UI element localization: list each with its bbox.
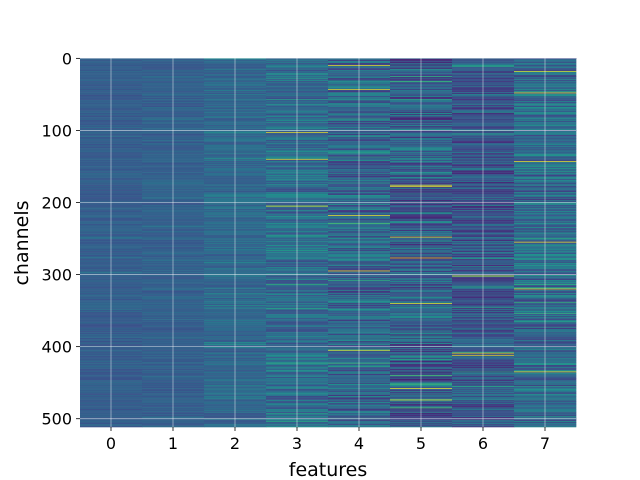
y-axis-label: channels [11, 200, 33, 285]
x-tick-label: 2 [230, 434, 240, 453]
grid-lines [80, 57, 576, 427]
y-tick-label: 300 [41, 266, 72, 285]
heatmap-cells [80, 58, 577, 428]
x-tick-label: 3 [292, 434, 302, 453]
y-tick-label: 500 [41, 410, 72, 429]
y-tick-label: 200 [41, 194, 72, 213]
y-tick-label: 100 [41, 121, 72, 140]
x-tick-label: 0 [106, 434, 116, 453]
x-axis-label: features [289, 459, 368, 480]
x-tick-label: 7 [540, 434, 550, 453]
y-tick-label: 400 [41, 338, 72, 357]
x-tick-label: 5 [416, 434, 426, 453]
x-axis-ticks: 0 1 2 3 4 5 6 7 [106, 427, 550, 453]
x-tick-label: 1 [168, 434, 178, 453]
y-axis-ticks: 0 100 200 300 400 500 [41, 49, 80, 429]
y-tick-label: 0 [62, 49, 72, 68]
x-tick-label: 6 [478, 434, 488, 453]
x-tick-label: 4 [354, 434, 364, 453]
